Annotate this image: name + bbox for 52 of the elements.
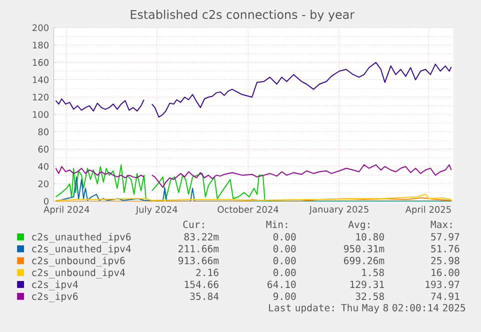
text: Avg: bbox=[348, 220, 370, 230]
text: 154.66 bbox=[184, 280, 218, 288]
text: 32.58 bbox=[356, 292, 384, 300]
y-tick-label: 0 bbox=[44, 198, 48, 205]
y-tick-label: 40 bbox=[38, 163, 48, 170]
text: 64.10 bbox=[268, 280, 296, 288]
text: 950.31m bbox=[344, 244, 384, 252]
text: 16.00 bbox=[432, 268, 460, 276]
text: 211.66m bbox=[178, 244, 219, 252]
text: 51.76 bbox=[431, 244, 460, 252]
text: Min: bbox=[266, 220, 288, 228]
text: Cur: bbox=[183, 220, 204, 228]
chart-title: Established c2s connections - by year bbox=[130, 10, 355, 22]
x-tick-label: January 2025 bbox=[308, 206, 368, 214]
text: 913.66m bbox=[178, 256, 219, 264]
text: 0.00 bbox=[273, 268, 296, 276]
y-tick-label: 160 bbox=[32, 59, 48, 66]
text: Max: bbox=[430, 220, 452, 228]
y-tick-label: 100 bbox=[32, 111, 48, 118]
text: 699.26m bbox=[344, 256, 384, 264]
y-tick-label: 20 bbox=[38, 180, 48, 188]
text: 0.00 bbox=[273, 244, 296, 252]
y-tick-label: 60 bbox=[38, 146, 48, 153]
legend-label: c2s_ipv6 bbox=[32, 292, 78, 302]
text: 2.16 bbox=[196, 268, 218, 276]
y-tick-label: 200 bbox=[32, 24, 48, 32]
legend-label: c2s_unauthed_ipv6 bbox=[32, 232, 131, 243]
x-tick-label: April 2024 bbox=[44, 206, 90, 215]
text: 57.97 bbox=[431, 233, 460, 240]
legend-label: c2s_ipv4 bbox=[32, 280, 78, 290]
y-tick-label: 120 bbox=[32, 94, 48, 100]
legend-label: c2s_unbound_ipv4 bbox=[32, 268, 125, 278]
text: 74.91 bbox=[431, 292, 460, 300]
text: 129.31 bbox=[350, 280, 384, 288]
text: 35.84 bbox=[190, 292, 219, 300]
y-tick-label: 80 bbox=[38, 128, 48, 136]
y-tick-label: 140 bbox=[32, 76, 48, 84]
text: 10.80 bbox=[356, 233, 384, 240]
text: 193.97 bbox=[426, 280, 460, 288]
text: 0.00 bbox=[273, 233, 296, 240]
text: Last update: Thu May 8 02:00:14 2025 bbox=[269, 304, 466, 314]
legend-label: c2s_unauthed_ipv4 bbox=[32, 244, 131, 255]
legend-label: c2s_unbound_ipv6 bbox=[32, 256, 125, 266]
text: 83.22m bbox=[184, 233, 219, 240]
x-tick-label: April 2025 bbox=[405, 206, 451, 215]
x-tick-label: October 2024 bbox=[218, 206, 278, 213]
y-tick-label: 180 bbox=[32, 42, 48, 48]
text: 9.00 bbox=[273, 292, 296, 300]
x-tick-label: July 2024 bbox=[135, 206, 178, 215]
text: 0.00 bbox=[273, 256, 296, 264]
text: 25.98 bbox=[431, 256, 460, 264]
text: 1.58 bbox=[362, 268, 384, 276]
